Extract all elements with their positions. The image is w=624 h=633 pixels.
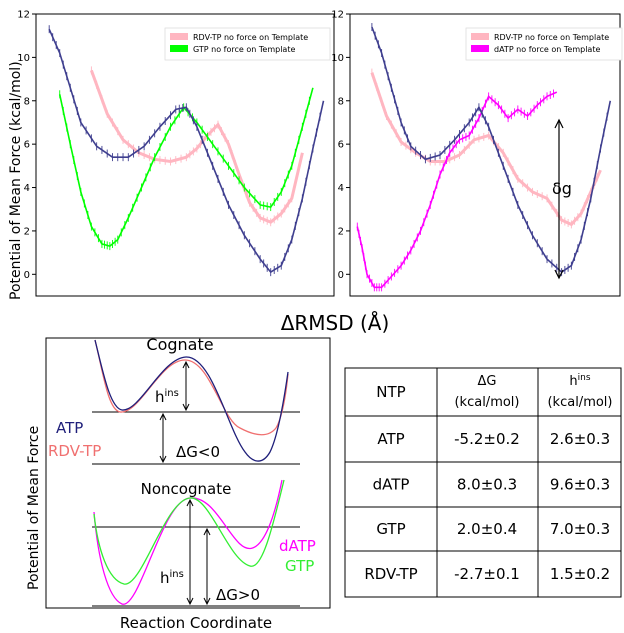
- noncognate-label: Noncognate: [141, 480, 232, 498]
- table-header: ΔG: [478, 374, 497, 389]
- rdv-label: RDV-TP: [48, 442, 101, 460]
- y-tick-label: 4: [24, 183, 30, 194]
- legend-label-gtp: GTP no force on Template: [193, 45, 295, 54]
- left-legend: RDV-TP no force on Template GTP no force…: [164, 27, 331, 61]
- table-header-unit: (kcal/mol): [454, 395, 519, 410]
- y-tick-label: 6: [338, 140, 344, 151]
- y-axis-label: Potential of Mean Force (kcal/mol): [8, 61, 24, 300]
- noncognate-dg-arrow: [203, 527, 211, 606]
- legend-label-rdv: RDV-TP no force on Template: [193, 33, 308, 42]
- series-error-bars: [90, 66, 300, 227]
- legend-swatch-gtp: [170, 45, 188, 52]
- dg-gt-label: ΔG>0: [216, 586, 260, 604]
- y-tick-label: 0: [24, 270, 30, 281]
- left-plot-area: [48, 25, 325, 277]
- y-tick-label: 6: [24, 140, 30, 151]
- series-line: [89, 69, 304, 224]
- series-error-bars: [371, 68, 598, 229]
- y-tick-label: 10: [331, 53, 344, 64]
- table-cell: 2.6±0.3: [550, 430, 610, 448]
- atp-schematic-curve: [94, 339, 289, 462]
- y-tick-label: 12: [331, 10, 344, 21]
- series-error-bars: [48, 25, 321, 277]
- series-line: [371, 26, 612, 274]
- y-tick-label: 10: [17, 53, 30, 64]
- table-cell: RDV-TP: [364, 565, 417, 583]
- y-tick-label: 4: [338, 183, 344, 194]
- legend-swatch-rdv-right: [471, 33, 489, 40]
- table-cell: 9.6±0.3: [550, 476, 610, 494]
- dg-lt-label: ΔG<0: [176, 443, 220, 461]
- table-cell: 7.0±0.3: [550, 520, 610, 538]
- legend-swatch-rdv: [170, 33, 188, 40]
- ntp-table: NTP ΔG (kcal/mol) hins (kcal/mol) ATP -5.2±0.2…: [344, 367, 622, 598]
- schematic-ylabel: Potential of Mean Force: [26, 426, 42, 590]
- table-header: hins: [569, 373, 590, 389]
- schematic-xlabel: Reaction Coordinate: [120, 614, 272, 632]
- y-tick-label: 8: [338, 96, 344, 107]
- table-cell: ATP: [377, 430, 404, 448]
- table-cell: dATP: [373, 476, 410, 494]
- left-y-axis: 0 2 4 6 8 10 12: [17, 10, 36, 281]
- table-cell: -2.7±0.1: [454, 565, 520, 583]
- datp-label: dATP: [279, 537, 316, 555]
- right-legend: RDV-TP no force on Template dATP no forc…: [465, 27, 623, 61]
- y-tick-label: 2: [24, 226, 30, 237]
- noncognate-hins-arrow: [186, 498, 194, 606]
- cognate-hins-label: hins: [155, 388, 179, 406]
- schematic-frame: [45, 337, 331, 609]
- cognate-label: Cognate: [146, 335, 213, 354]
- series-error-bars: [356, 89, 554, 292]
- rdv-schematic-curve: [94, 339, 289, 436]
- y-tick-label: 2: [338, 226, 344, 237]
- table-cell: -5.2±0.2: [454, 430, 520, 448]
- delta-g-annotation: δg: [552, 118, 572, 280]
- table-cell: 2.0±0.4: [457, 520, 517, 538]
- gtp-label: GTP: [285, 557, 314, 575]
- legend-label-rdv-right: RDV-TP no force on Template: [494, 33, 609, 42]
- series-error-bars: [59, 90, 310, 251]
- legend-swatch-datp: [471, 45, 489, 52]
- y-tick-label: 0: [338, 270, 344, 281]
- table-header: NTP: [376, 383, 405, 401]
- series-line: [58, 87, 314, 247]
- right-panel-frame: [349, 13, 621, 297]
- table-cell: 8.0±0.3: [457, 476, 517, 494]
- series-line: [356, 91, 558, 289]
- left-panel-frame: [35, 13, 335, 297]
- table-cell: 1.5±0.2: [550, 565, 610, 583]
- noncognate-hins-label: hins: [160, 569, 184, 587]
- gtp-schematic-curve: [93, 479, 285, 585]
- series-error-bars: [371, 23, 608, 277]
- x-axis-label: ΔRMSD (Å): [281, 311, 390, 335]
- y-tick-label: 12: [17, 10, 30, 21]
- right-plot-area: [356, 23, 612, 292]
- series-line: [48, 28, 325, 274]
- atp-label: ATP: [56, 419, 83, 437]
- table-header-unit: (kcal/mol): [547, 395, 612, 410]
- table-frame: [344, 367, 622, 598]
- cognate-hins-arrow: [182, 360, 190, 412]
- cognate-dg-arrow: [159, 412, 167, 464]
- table-cell: GTP: [376, 520, 405, 538]
- y-tick-label: 8: [24, 96, 30, 107]
- delta-g-label: δg: [552, 179, 572, 198]
- right-y-axis: 0 2 4 6 8 10 12: [331, 10, 350, 281]
- legend-label-datp: dATP no force on Template: [494, 45, 600, 54]
